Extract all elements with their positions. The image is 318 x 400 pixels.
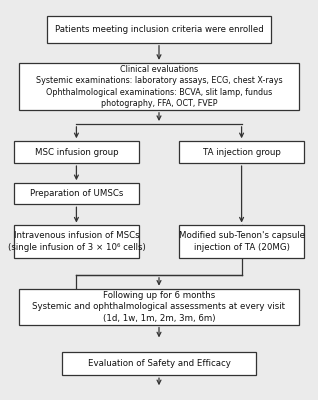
FancyBboxPatch shape	[14, 226, 139, 258]
FancyBboxPatch shape	[19, 288, 299, 325]
Text: Patients meeting inclusion criteria were enrolled: Patients meeting inclusion criteria were…	[55, 25, 263, 34]
Text: Modified sub-Tenon's capsule
injection of TA (20MG): Modified sub-Tenon's capsule injection o…	[179, 231, 305, 252]
FancyBboxPatch shape	[47, 16, 271, 43]
FancyBboxPatch shape	[179, 141, 304, 163]
Text: Intravenous infusion of MSCs
(single infusion of 3 × 10⁶ cells): Intravenous infusion of MSCs (single inf…	[8, 231, 145, 252]
FancyBboxPatch shape	[179, 226, 304, 258]
Text: Evaluation of Safety and Efficacy: Evaluation of Safety and Efficacy	[87, 359, 231, 368]
Text: Clinical evaluations
Systemic examinations: laboratory assays, ECG, chest X-rays: Clinical evaluations Systemic examinatio…	[36, 65, 282, 108]
FancyBboxPatch shape	[19, 63, 299, 110]
Text: TA injection group: TA injection group	[203, 148, 280, 157]
FancyBboxPatch shape	[14, 141, 139, 163]
Text: MSC infusion group: MSC infusion group	[35, 148, 118, 157]
Text: Following up for 6 months
Systemic and ophthalmological assessments at every vis: Following up for 6 months Systemic and o…	[32, 291, 286, 322]
Text: Preparation of UMSCs: Preparation of UMSCs	[30, 189, 123, 198]
FancyBboxPatch shape	[62, 352, 256, 375]
FancyBboxPatch shape	[14, 183, 139, 204]
